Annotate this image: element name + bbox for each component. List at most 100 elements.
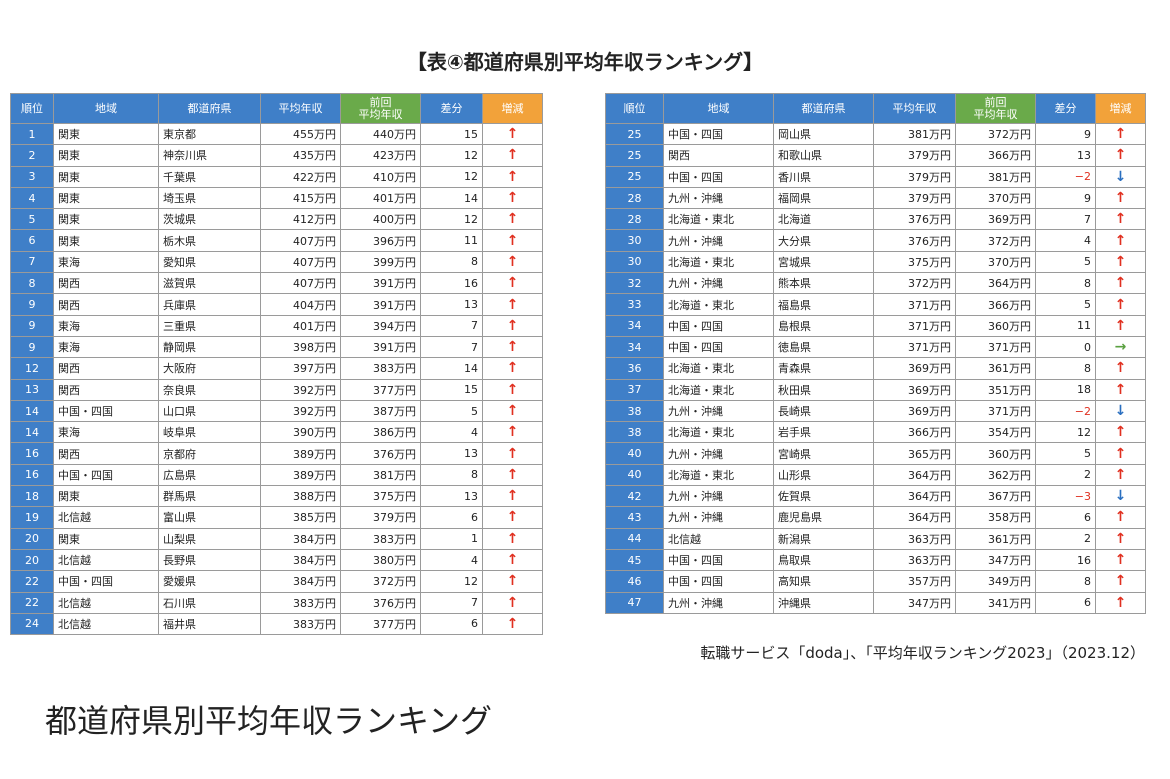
table-cell: 和歌山県 [773,144,874,167]
table-cell: 3 [10,165,54,188]
table-cell: 8 [420,250,483,274]
table-cell: 381万円 [955,165,1036,188]
table-cell: 364万円 [873,485,956,508]
table-cell: ↑ [482,314,543,337]
table-cell: 佐賀県 [773,485,874,508]
table-cell: 361万円 [955,527,1036,550]
table-row: 20 関東 山梨県 384万円 383万円 1 ↑ [10,527,543,550]
table-row: 7 東海 愛知県 407万円 399万円 8 ↑ [10,250,543,274]
table-cell: 375万円 [340,485,421,508]
table-cell: 391万円 [340,335,421,359]
table-cell: 関西 [53,272,159,295]
header-cell: 増減 [482,93,543,124]
table-cell: 371万円 [955,399,1036,423]
table-cell: 11 [420,229,483,252]
ranking-table: 順位 地域 都道府県 平均年収 前回 平均年収 差分 増減 1 関東 東京都 455万円 440万円 1… [10,93,543,636]
header-cell: 差分 [1035,93,1096,124]
table-cell: ↑ [482,229,543,252]
table-cell: 372万円 [955,122,1036,146]
table-row: 22 中国・四国 愛媛県 384万円 372万円 12 ↑ [10,570,543,593]
table-cell: ↓ [1095,165,1146,188]
table-cell: 347万円 [955,548,1036,572]
table-cell: 19 [10,506,54,529]
table-cell: 396万円 [340,229,421,252]
table-cell: 366万円 [955,144,1036,167]
table-cell: 千葉県 [158,165,261,188]
table-cell: 中国・四国 [663,165,774,188]
table-cell: 富山県 [158,506,261,529]
table-cell: 中国・四国 [53,570,159,593]
table-cell: 13 [420,442,483,465]
table-cell: 8 [10,272,54,295]
table-cell: 407万円 [260,272,341,295]
table-cell: 384万円 [260,548,341,572]
table-cell: 399万円 [340,250,421,274]
table-row: 5 関東 茨城県 412万円 400万円 12 ↑ [10,208,543,231]
table-cell: 北信越 [53,548,159,572]
table-row: 43 九州・沖縄 鹿児島県 364万円 358万円 6 ↑ [605,506,1146,529]
table-cell: ↑ [482,527,543,550]
table-row: 4 関東 埼玉県 415万円 401万円 14 ↑ [10,186,543,210]
table-cell: 九州・沖縄 [663,506,774,529]
table-cell: 1 [420,527,483,550]
table-cell: ↑ [1095,272,1146,295]
table-cell: 沖縄県 [773,591,874,614]
table-cell: 390万円 [260,421,341,444]
table-cell: 中国・四国 [663,570,774,593]
table-cell: 北海道・東北 [663,357,774,380]
table-cell: 22 [10,570,54,593]
table-row: 28 九州・沖縄 福岡県 379万円 370万円 9 ↑ [605,186,1146,210]
table-cell: 43 [605,506,664,529]
table-cell: 394万円 [340,314,421,337]
table-cell: 375万円 [873,250,956,274]
table-cell: 九州・沖縄 [663,272,774,295]
table-cell: −2 [1035,165,1096,188]
table-cell: 北海道 [773,208,874,231]
table-cell: ↑ [1095,506,1146,529]
table-cell: 398万円 [260,335,341,359]
table-cell: 長崎県 [773,399,874,423]
table-cell: 滋賀県 [158,272,261,295]
table-cell: 9 [1035,186,1096,210]
table-cell: 404万円 [260,293,341,316]
table-row: 45 中国・四国 鳥取県 363万円 347万円 16 ↑ [605,548,1146,572]
table-cell: 347万円 [873,591,956,614]
table-row: 14 東海 岐阜県 390万円 386万円 4 ↑ [10,421,543,444]
table-cell: ↑ [1095,442,1146,465]
table-cell: ↑ [482,442,543,465]
table-cell: 関東 [53,122,159,146]
table-cell: 34 [605,314,664,337]
table-cell: 5 [420,399,483,423]
table-cell: 高知県 [773,570,874,593]
table-cell: 383万円 [340,527,421,550]
table-cell: 12 [420,570,483,593]
table-cell: 5 [1035,293,1096,316]
table-row: 1 関東 東京都 455万円 440万円 15 ↑ [10,122,543,146]
table-cell: 371万円 [873,335,956,359]
table-cell: 369万円 [955,208,1036,231]
table-cell: 岐阜県 [158,421,261,444]
header-cell: 地域 [663,93,774,124]
table-cell: 357万円 [873,570,956,593]
table-cell: 377万円 [340,378,421,401]
table-cell: 36 [605,357,664,380]
table-cell: 379万円 [340,506,421,529]
table-cell: ↑ [1095,421,1146,444]
header-cell: 平均年収 [260,93,341,124]
table-row: 19 北信越 富山県 385万円 379万円 6 ↑ [10,506,543,529]
table-cell: 鳥取県 [773,548,874,572]
table-row: 9 関西 兵庫県 404万円 391万円 13 ↑ [10,293,543,316]
table-cell: 38 [605,421,664,444]
table-cell: 東海 [53,250,159,274]
table-cell: 群馬県 [158,485,261,508]
table-cell: 16 [420,272,483,295]
table-cell: 386万円 [340,421,421,444]
table-cell: ↑ [1095,378,1146,401]
table-cell: 13 [10,378,54,401]
table-row: 34 中国・四国 徳島県 371万円 371万円 0 → [605,335,1146,359]
table-cell: 関西 [663,144,774,167]
table-cell: 福島県 [773,293,874,316]
table-cell: 376万円 [340,591,421,614]
table-cell: 島根県 [773,314,874,337]
table-cell: 12 [10,357,54,380]
